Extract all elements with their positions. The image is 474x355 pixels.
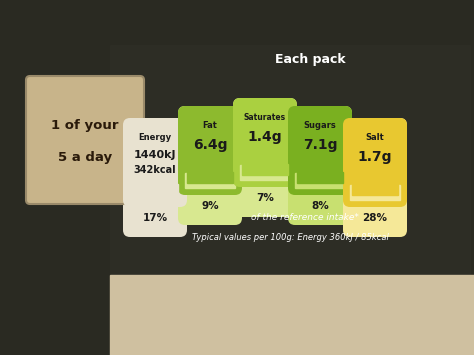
Text: Fat: Fat xyxy=(202,121,218,130)
FancyBboxPatch shape xyxy=(26,76,144,204)
Bar xyxy=(295,173,345,188)
Text: Saturates: Saturates xyxy=(244,113,286,122)
Text: 9%: 9% xyxy=(201,201,219,211)
Text: 1.7g: 1.7g xyxy=(358,150,392,164)
Text: 7.1g: 7.1g xyxy=(303,138,337,152)
Bar xyxy=(132,184,178,195)
Text: 7%: 7% xyxy=(256,193,274,203)
FancyBboxPatch shape xyxy=(288,106,352,225)
Text: 1 of your: 1 of your xyxy=(51,119,119,132)
Text: of the reference intake*: of the reference intake* xyxy=(251,213,359,222)
Bar xyxy=(352,184,398,195)
Text: 6.4g: 6.4g xyxy=(193,138,227,152)
FancyBboxPatch shape xyxy=(178,106,242,225)
Bar xyxy=(242,164,288,175)
FancyBboxPatch shape xyxy=(123,118,187,237)
Text: 5 a day: 5 a day xyxy=(58,152,112,164)
Text: 28%: 28% xyxy=(363,213,388,223)
Text: Sugars: Sugars xyxy=(304,121,337,130)
FancyBboxPatch shape xyxy=(123,118,187,207)
FancyBboxPatch shape xyxy=(233,98,297,187)
FancyBboxPatch shape xyxy=(288,106,352,195)
Text: Typical values per 100g: Energy 360kJ / 85kcal: Typical values per 100g: Energy 360kJ / … xyxy=(191,233,388,241)
Bar xyxy=(130,185,180,200)
Text: 1.4g: 1.4g xyxy=(248,130,283,144)
Text: 342kcal: 342kcal xyxy=(134,165,176,175)
FancyBboxPatch shape xyxy=(178,106,242,195)
Text: Each pack: Each pack xyxy=(275,54,346,66)
FancyBboxPatch shape xyxy=(343,118,407,237)
Bar xyxy=(185,173,235,188)
Bar xyxy=(110,275,474,355)
Bar xyxy=(187,172,233,183)
Bar xyxy=(350,185,400,200)
Text: Salt: Salt xyxy=(365,133,384,142)
Bar xyxy=(110,45,470,305)
FancyBboxPatch shape xyxy=(343,118,407,207)
Text: 8%: 8% xyxy=(311,201,329,211)
FancyBboxPatch shape xyxy=(233,98,297,217)
Text: 1440kJ: 1440kJ xyxy=(134,150,176,160)
Text: 17%: 17% xyxy=(143,213,168,223)
Bar xyxy=(240,165,290,180)
Bar xyxy=(297,172,343,183)
Text: Energy: Energy xyxy=(138,133,172,142)
